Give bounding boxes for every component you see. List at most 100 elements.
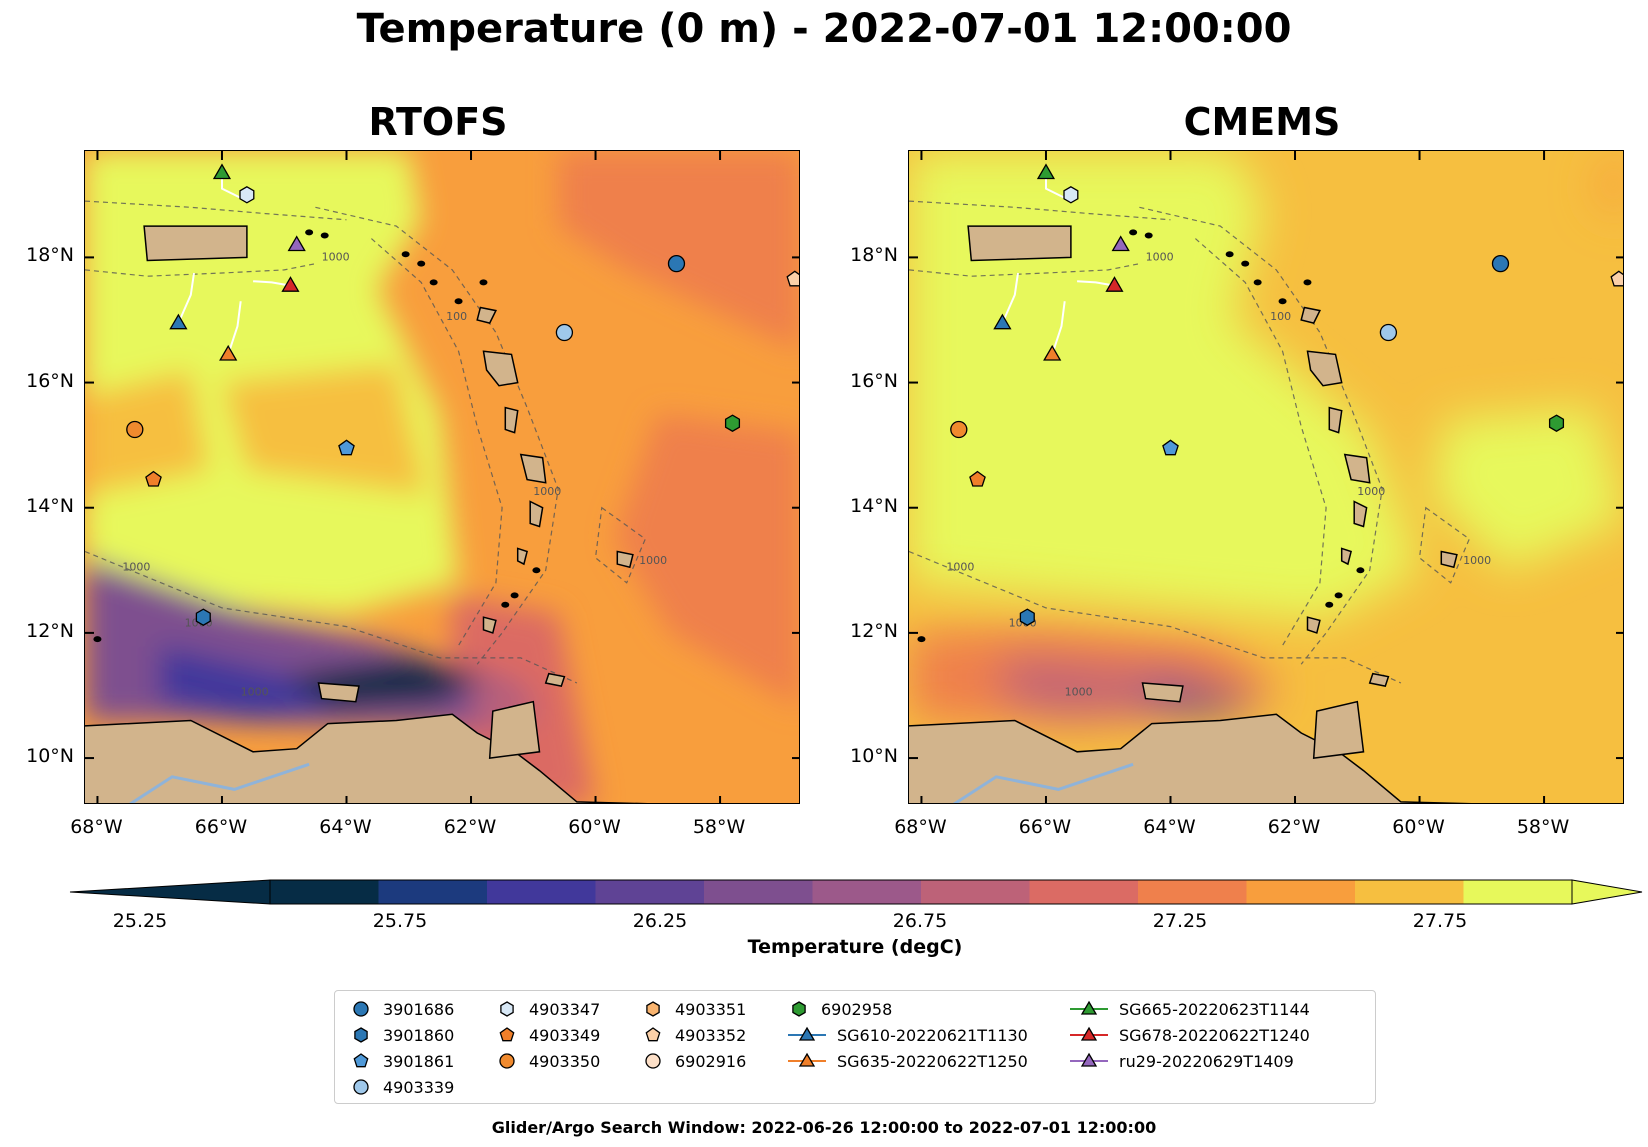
panel-title-rtofs: RTOFS — [368, 100, 508, 144]
marker-4903352 — [1610, 270, 1623, 287]
marker-sg610-20220621t1130 — [993, 313, 1012, 330]
marker-3901860 — [1019, 608, 1035, 626]
lon-tick-label: 60°W — [568, 816, 621, 838]
legend-item: 3901686 — [349, 997, 454, 1021]
small-island — [510, 592, 519, 599]
lat-tick-label: 12°N — [850, 619, 898, 642]
legend: 3901686 3901860 3901861 4903339 4903347 49033… — [334, 990, 1376, 1104]
island-land — [616, 550, 634, 569]
isobath-label: 1000 — [241, 685, 269, 698]
isobath-contour — [909, 550, 1402, 684]
island-land — [504, 406, 519, 434]
marker-4903349 — [969, 470, 986, 487]
colorbar-bin — [1029, 880, 1139, 904]
lon-tick-label: 68°W — [70, 816, 123, 838]
small-island — [1241, 260, 1250, 267]
lon-tick-label: 62°W — [443, 816, 497, 838]
island-land — [967, 225, 1072, 262]
legend-marker — [1080, 1000, 1098, 1015]
isobath-label: 100 — [446, 310, 467, 323]
island-land — [529, 500, 544, 528]
marker-4903347 — [1063, 186, 1079, 204]
legend-label: SG610-20220621T1130 — [837, 1025, 1028, 1045]
island-land — [476, 306, 498, 324]
lat-tick-label: 12°N — [26, 619, 74, 642]
colorbar-bin — [378, 880, 488, 904]
lon-tick-label: 64°W — [1143, 816, 1196, 838]
search-window-footer: Glider/Argo Search Window: 2022-06-26 12… — [491, 1118, 1157, 1137]
legend-label: ru29-20220629T1409 — [1119, 1051, 1294, 1071]
legend-marker — [354, 1027, 368, 1043]
marker-4903347 — [239, 186, 255, 204]
marker-3901686 — [1491, 255, 1510, 273]
marker-sg665-20220623t1144 — [1036, 163, 1056, 180]
island-land — [544, 672, 566, 687]
colorbar-extend-min — [69, 879, 271, 905]
legend-item: 6902958 — [787, 997, 892, 1021]
island-land — [519, 453, 547, 484]
island-land — [1312, 700, 1365, 759]
lat-tick-label: 16°N — [850, 369, 898, 392]
small-island — [1356, 567, 1365, 574]
legend-label: SG635-20220622T1250 — [837, 1051, 1028, 1071]
lat-tick-label: 10°N — [850, 745, 898, 768]
small-island — [417, 260, 426, 267]
legend-item: SG665-20220623T1144 — [1069, 997, 1310, 1021]
legend-marker — [499, 1053, 515, 1069]
glider-track-sg610 — [177, 272, 195, 324]
isobath-contour — [1418, 506, 1471, 584]
legend-item: 3901861 — [349, 1049, 454, 1073]
legend-item: ru29-20220629T1409 — [1069, 1049, 1294, 1073]
small-island — [1225, 251, 1234, 258]
legend-label: 4903351 — [675, 999, 747, 1019]
marker-ru29-20220629t1409 — [1111, 235, 1130, 252]
glider-track-sg635 — [227, 301, 242, 355]
marker-4903339 — [555, 323, 574, 342]
marker-3901860 — [195, 608, 211, 626]
legend-marker — [792, 1001, 806, 1017]
legend-marker — [500, 1001, 514, 1017]
colorbar-tick-label: 26.75 — [892, 910, 948, 932]
island-land — [1306, 350, 1343, 387]
small-island — [532, 567, 541, 574]
isobath-label: 1000 — [1463, 554, 1491, 567]
legend-marker — [353, 1053, 369, 1068]
isobath-contour — [909, 263, 1140, 277]
marker-sg678-20220622t1240 — [281, 276, 300, 292]
lon-tick-label: 62°W — [1267, 816, 1321, 838]
marker-6902958 — [724, 414, 741, 432]
colorbar-bin — [487, 880, 596, 904]
colorbar-extend-max — [1571, 879, 1643, 905]
island-land — [516, 547, 528, 566]
small-island — [501, 601, 510, 608]
marker-3901686 — [667, 255, 686, 273]
isobath-label: 1000 — [322, 251, 350, 264]
small-island — [1334, 592, 1343, 599]
small-island — [305, 229, 314, 236]
colorbar-title: Temperature (degC) — [747, 936, 963, 958]
river — [952, 762, 1134, 803]
lat-tick-label: 14°N — [26, 494, 74, 517]
island-land — [317, 682, 360, 703]
lon-tick-label: 60°W — [1392, 816, 1445, 838]
colorbar-bin — [1246, 880, 1356, 904]
lat-tick-label: 18°N — [26, 244, 74, 267]
legend-item: 4903351 — [641, 997, 746, 1021]
colorbar-bin — [595, 880, 705, 904]
isobath-label: 1000 — [946, 560, 974, 573]
legend-marker — [645, 1027, 661, 1042]
small-island — [1129, 229, 1138, 236]
colorbar-bin — [921, 880, 1030, 904]
island-land — [482, 616, 497, 634]
legend-label: 6902916 — [675, 1051, 747, 1071]
isobath-contour — [315, 206, 559, 665]
small-island — [401, 251, 410, 258]
island-land — [1141, 682, 1184, 703]
isobath-contour — [85, 550, 578, 684]
marker-ru29-20220629t1409 — [287, 235, 306, 252]
island-land — [1343, 453, 1371, 484]
legend-label: 3901861 — [383, 1051, 455, 1071]
legend-marker — [499, 1027, 515, 1042]
